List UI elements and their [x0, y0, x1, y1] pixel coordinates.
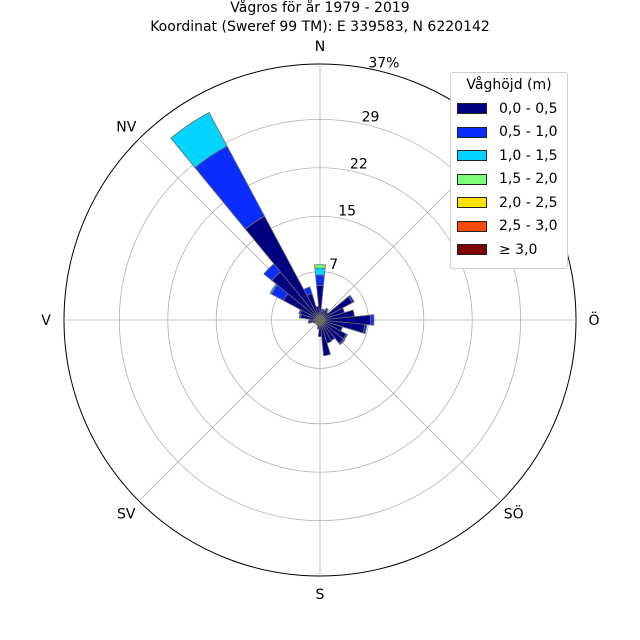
- legend-item: 0,5 - 1,0: [451, 121, 567, 145]
- radial-tick-label: 22: [350, 156, 368, 172]
- legend-item: 2,5 - 3,0: [451, 215, 567, 239]
- legend-label: ≥ 3,0: [499, 241, 538, 258]
- direction-label: SV: [117, 507, 136, 523]
- rose-bar-segment: [319, 319, 331, 357]
- rose-bar-segment: [315, 274, 325, 287]
- legend-item: ≥ 3,0: [451, 238, 567, 262]
- rose-bar-segment: [317, 319, 323, 338]
- legend-swatch: [457, 197, 487, 209]
- rose-bar-segment: [315, 305, 321, 321]
- rose-bar-segment: [314, 267, 326, 276]
- legend-swatch: [457, 103, 487, 115]
- legend-label: 1,0 - 1,5: [499, 147, 558, 164]
- rose-bar-segment: [244, 215, 321, 321]
- rose-bar-segment: [307, 319, 321, 324]
- rose-bar-segment: [303, 286, 313, 297]
- legend-label: 2,5 - 3,0: [499, 218, 558, 235]
- legend: Våghöjd (m) 0,0 - 0,5 0,5 - 1,0 1,0 - 1,5 1…: [450, 72, 568, 269]
- direction-label: NV: [116, 119, 136, 135]
- legend-label: 0,0 - 0,5: [499, 100, 558, 117]
- legend-label: 0,5 - 1,0: [499, 124, 558, 141]
- rose-bar-segment: [314, 264, 326, 269]
- direction-label: S: [316, 587, 325, 603]
- legend-item: 2,0 - 2,5: [451, 191, 567, 215]
- legend-item: 0,0 - 0,5: [451, 97, 567, 121]
- direction-label: N: [315, 39, 325, 55]
- radial-tick-label: 7: [329, 257, 338, 273]
- legend-label: 2,0 - 2,5: [499, 194, 558, 211]
- legend-title: Våghöjd (m): [466, 77, 552, 93]
- rose-bar-segment: [338, 338, 346, 346]
- chart-subtitle: Koordinat (Sweref 99 TM): E 339583, N 62…: [150, 19, 490, 35]
- direction-label: Ö: [588, 311, 599, 329]
- angular-gridline: [319, 319, 502, 502]
- rose-bar-segment: [347, 294, 355, 304]
- rose-bar-segment: [170, 111, 228, 169]
- direction-label: V: [41, 313, 51, 329]
- chart-title: Vågros för år 1979 - 2019: [230, 0, 410, 16]
- radial-tick-label: 15: [338, 203, 356, 219]
- radial-tick-label: 37%: [368, 56, 399, 72]
- angular-gridline: [138, 319, 321, 502]
- direction-label: SÖ: [504, 505, 524, 523]
- legend-item: 1,5 - 2,0: [451, 168, 567, 192]
- legend-swatch: [457, 173, 487, 185]
- legend-swatch: [457, 150, 487, 162]
- rose-bar-segment: [362, 323, 368, 335]
- rose-bar-segment: [369, 314, 375, 326]
- legend-swatch: [457, 126, 487, 138]
- radial-tick-label: 29: [362, 109, 380, 125]
- legend-swatch: [457, 220, 487, 232]
- rose-bar-segment: [325, 307, 329, 312]
- legend-label: 1,5 - 2,0: [499, 171, 558, 188]
- legend-item: 1,0 - 1,5: [451, 144, 567, 168]
- legend-swatch: [457, 244, 487, 256]
